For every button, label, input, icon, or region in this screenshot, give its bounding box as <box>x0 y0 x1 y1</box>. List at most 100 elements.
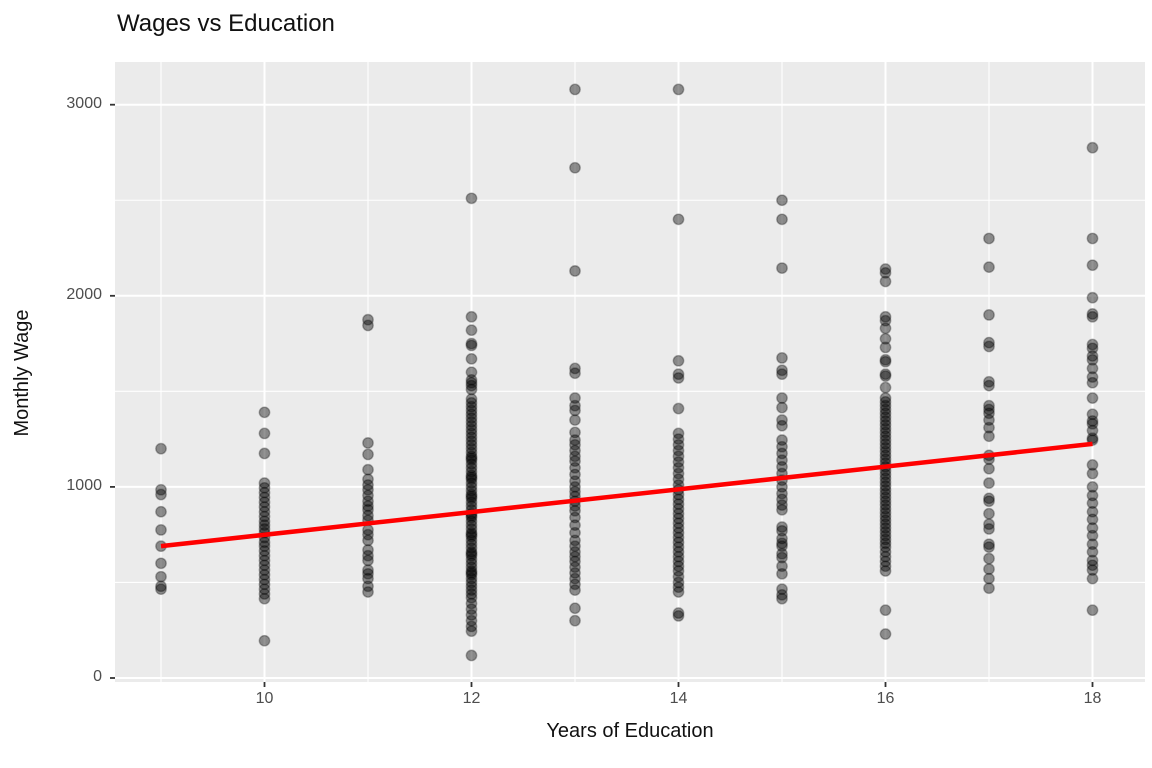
data-point <box>672 473 685 486</box>
data-point <box>465 523 478 535</box>
data-point <box>569 265 581 277</box>
data-point <box>879 499 892 511</box>
data-point <box>569 578 581 591</box>
data-point <box>879 441 892 454</box>
data-point <box>879 266 892 279</box>
data-point <box>465 496 478 509</box>
data-point <box>776 532 788 545</box>
data-point <box>879 604 892 617</box>
x-tick-label-18: 18 <box>1083 690 1102 707</box>
data-point <box>155 442 167 455</box>
data-point <box>465 477 478 489</box>
data-point <box>362 483 374 496</box>
data-point <box>879 506 892 519</box>
data-point <box>672 467 685 480</box>
data-point <box>465 625 478 638</box>
data-point <box>776 213 788 226</box>
data-point <box>776 419 788 432</box>
data-point <box>465 337 478 350</box>
data-point <box>983 261 995 274</box>
data-point <box>983 414 995 426</box>
data-point <box>879 555 892 568</box>
data-point <box>983 563 995 575</box>
data-point <box>569 519 581 532</box>
data-point <box>155 557 167 570</box>
data-point <box>776 567 788 580</box>
data-point <box>569 584 581 596</box>
data-point <box>465 603 478 616</box>
data-point <box>776 364 788 377</box>
x-tick-label-14: 14 <box>669 690 688 707</box>
data-point <box>465 339 478 352</box>
data-point <box>672 444 685 457</box>
data-point <box>776 560 788 573</box>
data-point <box>362 564 374 576</box>
data-point <box>879 560 892 573</box>
data-point <box>879 628 892 640</box>
data-point <box>879 525 892 538</box>
data-point <box>465 588 478 600</box>
data-point <box>776 588 788 601</box>
data-point <box>1086 497 1099 510</box>
data-point <box>983 336 995 349</box>
data-point <box>672 456 685 468</box>
data-point <box>879 514 892 527</box>
data-point <box>362 580 374 593</box>
data-point <box>879 353 892 366</box>
data-point <box>1086 559 1099 572</box>
data-point <box>362 313 374 326</box>
data-point <box>569 504 581 517</box>
data-point <box>569 414 581 426</box>
data-point <box>362 489 374 502</box>
data-point <box>569 399 581 412</box>
data-point <box>258 496 271 509</box>
data-point <box>879 355 892 368</box>
data-point <box>465 566 478 579</box>
data-point <box>1086 604 1099 617</box>
data-point <box>1086 545 1099 558</box>
data-point <box>465 435 478 447</box>
chart-title: Wages vs Education <box>117 10 335 37</box>
data-point <box>776 447 788 460</box>
data-point <box>672 531 685 544</box>
data-point <box>362 586 374 598</box>
data-point <box>465 450 478 463</box>
data-point <box>258 501 271 513</box>
data-point <box>776 540 788 553</box>
x-tick-label-16: 16 <box>876 690 895 707</box>
data-point <box>672 526 685 539</box>
data-point <box>465 366 478 379</box>
data-point <box>569 540 581 553</box>
data-point <box>983 582 995 595</box>
data-point <box>465 404 478 417</box>
data-point <box>879 314 892 327</box>
data-point <box>879 275 892 288</box>
data-point <box>776 499 788 511</box>
data-point <box>155 570 167 583</box>
data-point <box>1086 392 1099 404</box>
data-point <box>569 161 581 174</box>
data-point <box>879 565 892 577</box>
data-point <box>672 517 685 530</box>
data-point <box>776 352 788 364</box>
data-point <box>672 507 685 520</box>
data-point <box>258 486 271 499</box>
data-point <box>1086 513 1099 526</box>
data-point <box>776 537 788 550</box>
data-point <box>776 262 788 274</box>
data-point <box>465 419 478 432</box>
data-point <box>672 545 685 558</box>
data-point <box>465 438 478 451</box>
data-point <box>879 434 892 446</box>
data-point <box>1086 564 1099 576</box>
data-point <box>1086 376 1099 389</box>
data-point <box>569 614 581 627</box>
data-point <box>465 471 478 484</box>
data-point <box>1086 554 1099 567</box>
data-point <box>879 430 892 443</box>
data-point <box>1086 353 1099 366</box>
data-point <box>465 530 478 543</box>
data-point <box>465 416 478 428</box>
data-point <box>1086 342 1099 355</box>
data-point <box>569 572 581 585</box>
